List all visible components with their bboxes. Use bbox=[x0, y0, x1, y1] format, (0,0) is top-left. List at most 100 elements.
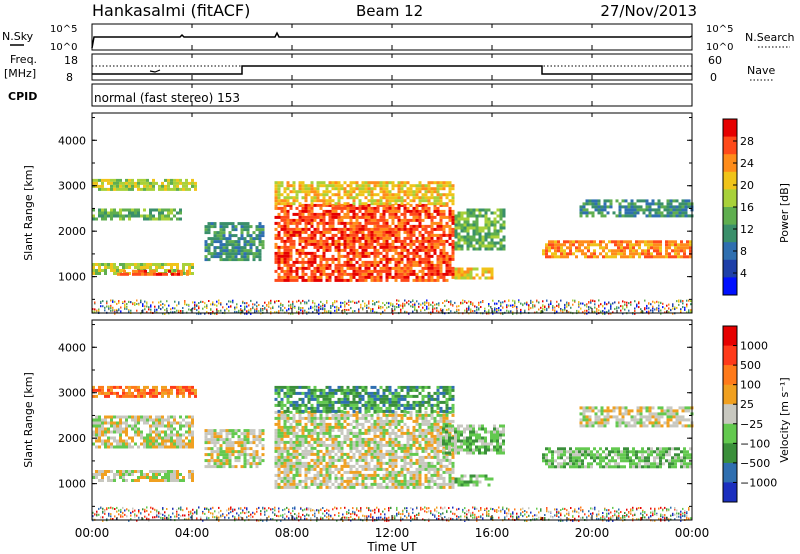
velocity-colorbar-tick: 25 bbox=[740, 398, 754, 411]
power-region bbox=[117, 269, 189, 276]
power-colorbar-swatch bbox=[723, 189, 737, 208]
power-colorbar-swatch bbox=[723, 259, 737, 278]
velocity-region bbox=[274, 385, 455, 413]
velocity-y-label: Slant Range [km] bbox=[22, 372, 35, 468]
power-colorbar: 4 8 12 16 20 24 28 bbox=[722, 118, 754, 296]
velocity-colorbar-swatch bbox=[723, 365, 737, 386]
power-data-layer bbox=[92, 178, 694, 315]
freq-tick-bottom: 8 bbox=[66, 71, 73, 84]
velocity-colorbar-tick: −25 bbox=[740, 418, 763, 431]
power-colorbar-tick: 12 bbox=[740, 223, 754, 236]
x-axis: 00:00 04:00 08:00 12:00 16:00 20:00 00:00 bbox=[75, 24, 710, 540]
beam-title: Beam 12 bbox=[356, 2, 423, 20]
power-colorbar-swatch bbox=[723, 119, 737, 138]
nave-tick-bottom: 0 bbox=[710, 71, 717, 84]
power-colorbar-label: Power [dB] bbox=[778, 183, 791, 243]
velocity-y-tick-label: 3000 bbox=[58, 387, 86, 400]
power-colorbar-swatch bbox=[723, 224, 737, 243]
x-tick-label: 12:00 bbox=[375, 526, 410, 540]
power-colorbar-swatch bbox=[723, 154, 737, 173]
freq-panel: Freq. [MHz] 18 8 60 0 Nave bbox=[4, 53, 775, 84]
velocity-panel: 1000 2000 3000 4000 Slant Range [km] 1000 50… bbox=[22, 319, 791, 522]
power-region bbox=[204, 222, 265, 262]
power-colorbar-swatch bbox=[723, 207, 737, 226]
power-colorbar-tick: 24 bbox=[740, 157, 754, 170]
power-region bbox=[454, 267, 494, 280]
power-region bbox=[579, 199, 694, 218]
cpid-text: normal (fast stereo) 153 bbox=[94, 91, 240, 105]
power-colorbar-tick: 8 bbox=[740, 245, 747, 258]
velocity-colorbar-tick: −1000 bbox=[740, 476, 777, 489]
velocity-colorbar-swatch bbox=[723, 482, 737, 503]
power-colorbar-tick: 28 bbox=[740, 135, 754, 148]
velocity-colorbar-swatch bbox=[723, 404, 737, 425]
velocity-colorbar-swatch bbox=[723, 326, 737, 347]
velocity-colorbar-swatch bbox=[723, 345, 737, 366]
power-y-tick-label: 4000 bbox=[58, 134, 86, 147]
nsky-panel: N.Sky 10^5 10^0 10^5 10^0 N.Search bbox=[2, 23, 795, 53]
power-colorbar-swatch bbox=[723, 242, 737, 261]
freq-unit: [MHz] bbox=[4, 67, 36, 80]
velocity-colorbar-swatch bbox=[723, 443, 737, 464]
power-colorbar-tick: 20 bbox=[740, 179, 754, 192]
velocity-colorbar-swatch bbox=[723, 384, 737, 405]
power-colorbar-tick: 4 bbox=[740, 267, 747, 280]
velocity-colorbar-tick: 1000 bbox=[740, 340, 768, 353]
power-region bbox=[92, 178, 197, 191]
velocity-near-range-speckle bbox=[92, 506, 692, 522]
power-region bbox=[454, 208, 506, 251]
x-axis-label: Time UT bbox=[366, 540, 417, 554]
x-tick-label: 00:00 bbox=[75, 526, 110, 540]
x-tick-label: 20:00 bbox=[575, 526, 610, 540]
power-y-tick-label: 3000 bbox=[58, 180, 86, 193]
velocity-region bbox=[92, 470, 194, 482]
power-panel: 1000 2000 3000 4000 Slant Range [km] 4 8 12 16… bbox=[22, 112, 791, 315]
nave-label: Nave bbox=[747, 64, 775, 77]
velocity-colorbar-swatch bbox=[723, 462, 737, 483]
velocity-colorbar-tick: 500 bbox=[740, 359, 761, 372]
power-region bbox=[92, 208, 182, 221]
power-y-tick-label: 2000 bbox=[58, 225, 86, 238]
velocity-colorbar-swatch bbox=[723, 423, 737, 444]
power-colorbar-swatch bbox=[723, 171, 737, 190]
cpid-label: CPID bbox=[8, 90, 37, 103]
x-tick-label: 04:00 bbox=[175, 526, 210, 540]
power-y-tick-label: 1000 bbox=[58, 271, 86, 284]
freq-tick-top: 18 bbox=[64, 54, 78, 67]
velocity-region bbox=[454, 474, 494, 487]
velocity-colorbar-tick: 100 bbox=[740, 379, 761, 392]
nsearch-tick-top: 10^5 bbox=[706, 24, 733, 35]
velocity-y-tick-label: 1000 bbox=[58, 478, 86, 491]
power-colorbar-tick: 16 bbox=[740, 201, 754, 214]
cpid-panel: CPID normal (fast stereo) 153 bbox=[8, 83, 693, 107]
station-title: Hankasalmi (fitACF) bbox=[92, 1, 250, 20]
date-title: 27/Nov/2013 bbox=[600, 2, 697, 20]
velocity-colorbar-tick: −100 bbox=[740, 437, 770, 450]
velocity-region bbox=[204, 429, 265, 469]
velocity-region bbox=[542, 447, 692, 469]
nsky-label: N.Sky bbox=[2, 30, 34, 43]
nsky-tick-top: 10^5 bbox=[50, 24, 77, 35]
power-colorbar-swatch bbox=[723, 277, 737, 296]
power-region bbox=[542, 240, 692, 259]
power-colorbar-swatch bbox=[723, 136, 737, 155]
freq-label: Freq. bbox=[10, 53, 37, 66]
velocity-y-tick-label: 2000 bbox=[58, 432, 86, 445]
power-region bbox=[274, 203, 455, 282]
velocity-region bbox=[274, 410, 455, 489]
nsky-tick-bottom: 10^0 bbox=[50, 42, 77, 53]
velocity-colorbar-label: Velocity [m s⁻¹] bbox=[778, 377, 791, 462]
x-tick-label: 00:00 bbox=[675, 526, 710, 540]
x-tick-label: 16:00 bbox=[475, 526, 510, 540]
power-y-label: Slant Range [km] bbox=[22, 165, 35, 261]
nave-tick-top: 60 bbox=[708, 54, 722, 67]
power-region bbox=[274, 181, 455, 206]
nsearch-label: N.Search bbox=[745, 31, 795, 44]
velocity-region bbox=[92, 385, 197, 398]
velocity-colorbar-tick: −500 bbox=[740, 457, 770, 470]
velocity-data-layer bbox=[92, 385, 694, 522]
nsearch-tick-bottom: 10^0 bbox=[706, 42, 733, 53]
velocity-y-tick-label: 4000 bbox=[58, 341, 86, 354]
velocity-region bbox=[92, 415, 194, 449]
